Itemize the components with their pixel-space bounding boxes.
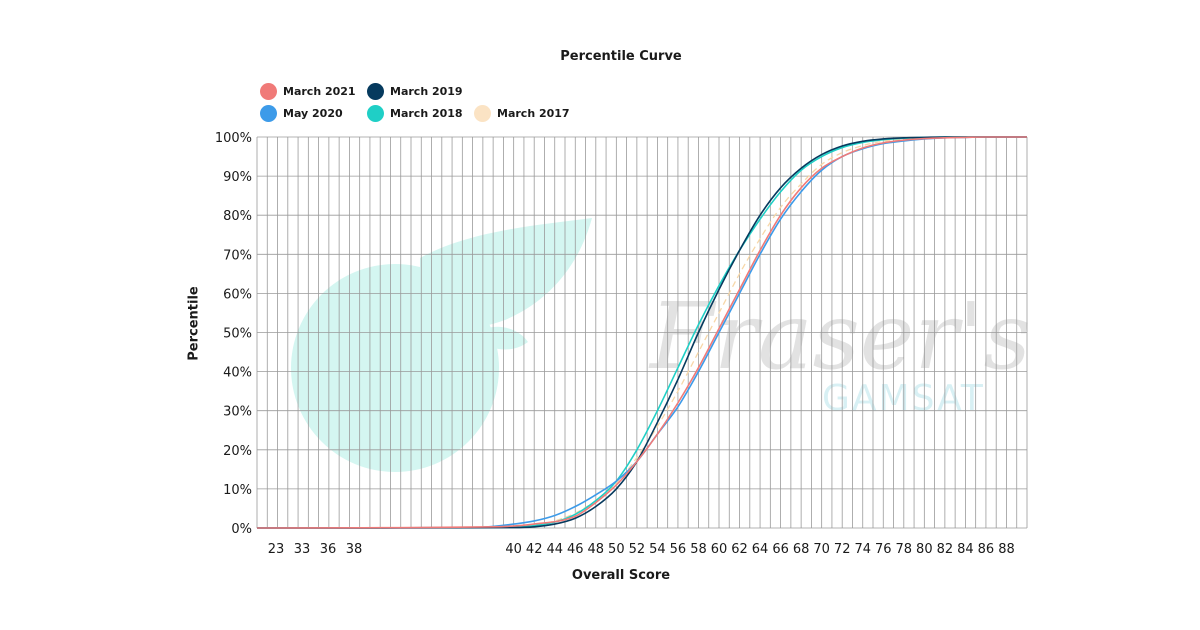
x-tick-label: 82: [937, 542, 954, 557]
y-tick-label: 100%: [215, 131, 252, 146]
watermark-leaf-small: [482, 326, 528, 350]
x-tick-label: 78: [896, 542, 913, 557]
x-tick-label: 56: [670, 542, 687, 557]
watermark-sub: GAMSAT: [822, 378, 985, 419]
x-tick-label: 72: [834, 542, 851, 557]
legend-item-march-2018: March 2018: [367, 105, 463, 122]
legend-swatch: [260, 83, 277, 100]
series-line-march-2021: [256, 136, 1027, 529]
x-tick-label: 36: [320, 542, 337, 557]
legend-item-may-2020: May 2020: [260, 105, 343, 122]
x-tick-labels: 23 33 36 38 40 42 44 46 48 50 52 54 56 58 60 62 64 66 68 70…: [268, 542, 1015, 557]
x-tick-label: 62: [731, 542, 748, 557]
legend-label: May 2020: [283, 107, 343, 120]
y-tick-label: 90%: [223, 170, 252, 185]
watermark-brand: Fraser's: [648, 283, 1031, 390]
x-tick-label: 76: [875, 542, 892, 557]
x-tick-label: 46: [567, 542, 584, 557]
y-tick-labels: 0% 10% 20% 30% 40% 50% 60% 70% 80% 90% 100%: [215, 131, 252, 537]
x-tick-label: 54: [649, 542, 666, 557]
y-tick-label: 80%: [223, 209, 252, 224]
x-tick-label: 86: [978, 542, 995, 557]
x-tick-label: 70: [813, 542, 830, 557]
y-tick-label: 10%: [223, 483, 252, 498]
x-tick-label: 58: [690, 542, 707, 557]
y-tick-label: 20%: [223, 444, 252, 459]
legend-swatch: [260, 105, 277, 122]
y-tick-label: 50%: [223, 327, 252, 342]
y-tick-label: 40%: [223, 366, 252, 381]
x-tick-label: 84: [957, 542, 974, 557]
legend-swatch: [367, 105, 384, 122]
legend-swatch: [474, 105, 491, 122]
legend-swatch: [367, 83, 384, 100]
x-tick-label: 66: [772, 542, 789, 557]
y-tick-label: 30%: [223, 405, 252, 420]
y-tick-label: 60%: [223, 287, 252, 302]
legend-item-march-2021: March 2021: [260, 83, 356, 100]
watermark-leaf: [420, 218, 592, 329]
x-tick-label: 40: [505, 542, 522, 557]
x-tick-label: 74: [854, 542, 871, 557]
legend-item-march-2017: March 2017: [474, 105, 570, 122]
y-axis-label: Percentile: [186, 286, 202, 361]
x-tick-label: 44: [546, 542, 563, 557]
x-tick-label: 88: [998, 542, 1015, 557]
legend-label: March 2021: [283, 85, 356, 98]
x-tick-label: 50: [608, 542, 625, 557]
legend-label: March 2017: [497, 107, 570, 120]
grid: [256, 136, 1028, 529]
x-tick-label: 52: [629, 542, 646, 557]
y-tick-label: 0%: [231, 522, 252, 537]
x-tick-label: 68: [793, 542, 810, 557]
chart-title: Percentile Curve: [560, 49, 682, 64]
x-tick-label: 23: [268, 542, 285, 557]
x-tick-label: 48: [588, 542, 605, 557]
legend-label: March 2019: [390, 85, 463, 98]
series-line-march-2019: [256, 136, 1027, 529]
x-tick-label: 60: [711, 542, 728, 557]
x-axis-label: Overall Score: [571, 568, 671, 583]
x-tick-label: 38: [346, 542, 363, 557]
x-tick-label: 33: [294, 542, 311, 557]
x-tick-label: 80: [916, 542, 933, 557]
x-tick-label: 42: [526, 542, 543, 557]
y-tick-label: 70%: [223, 248, 252, 263]
series-lines: [256, 136, 1027, 529]
legend-item-march-2019: March 2019: [367, 83, 463, 100]
legend-label: March 2018: [390, 107, 463, 120]
x-tick-label: 64: [752, 542, 769, 557]
